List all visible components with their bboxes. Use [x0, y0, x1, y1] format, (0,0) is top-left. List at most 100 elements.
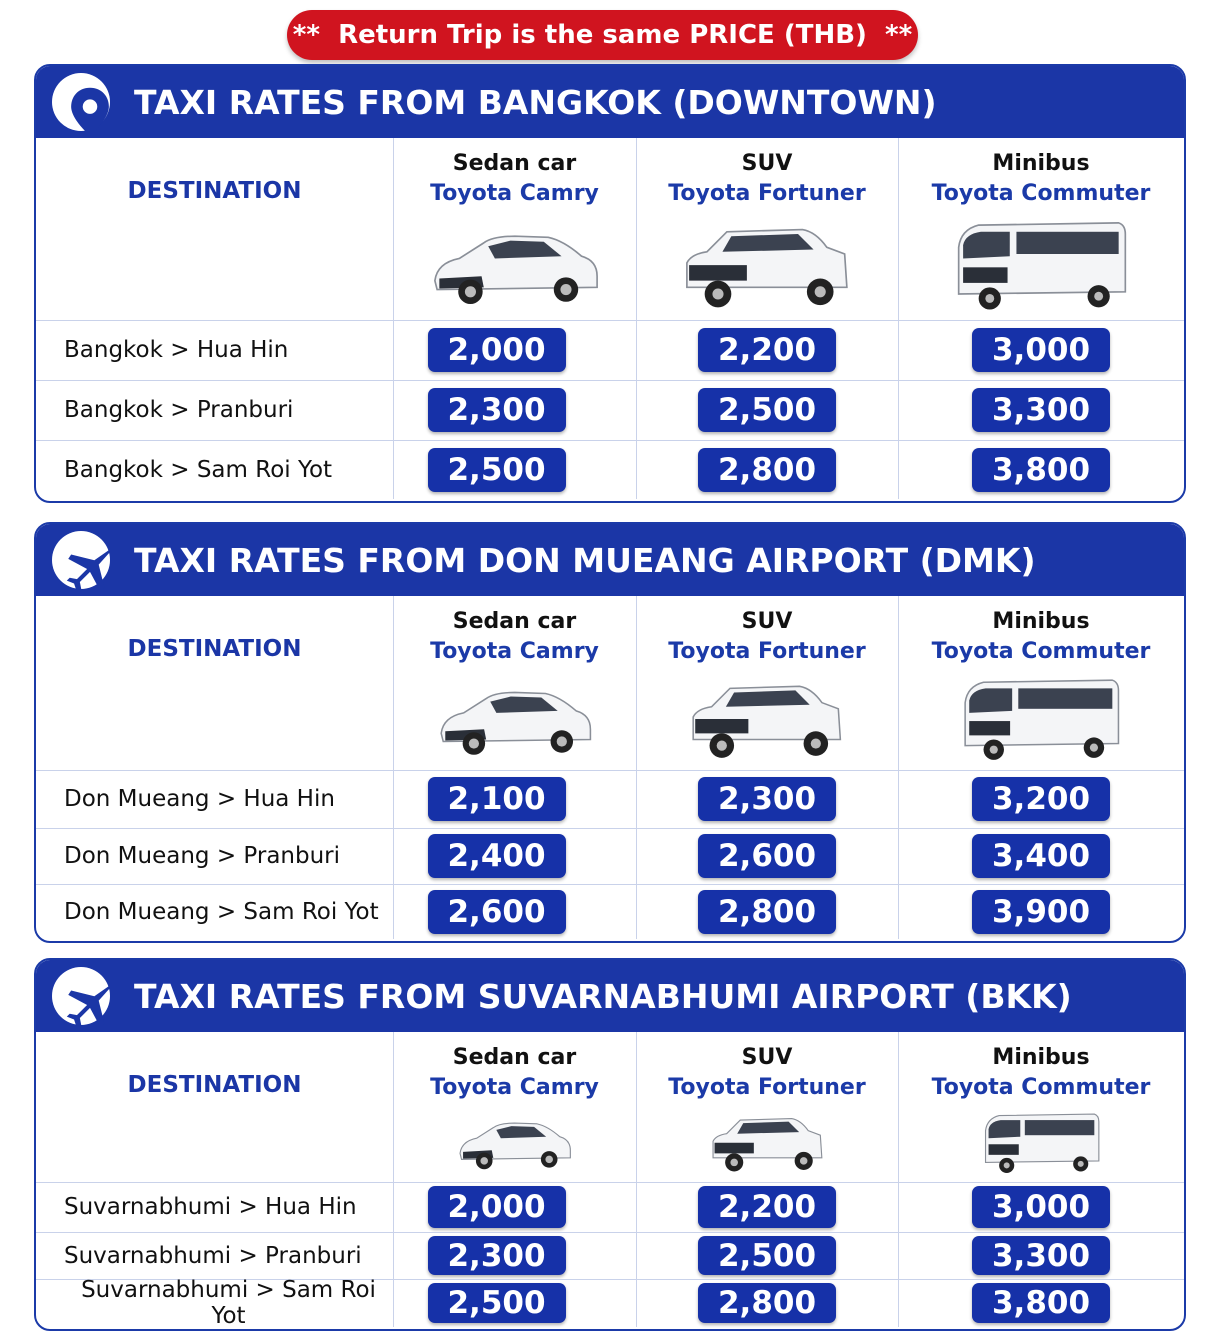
car-graphic: [454, 1108, 575, 1176]
price-badge: 3,000: [972, 1186, 1110, 1228]
route-label: Don Mueang > Hua Hin: [64, 786, 335, 812]
price-badge: 2,600: [427, 889, 566, 934]
route-label: Bangkok > Sam Roi Yot: [64, 456, 333, 483]
price-badge: 2,500: [698, 1236, 836, 1275]
car-graphic: [981, 1108, 1102, 1176]
vehicle-type: Minibus: [992, 1044, 1090, 1070]
return-trip-banner: ** Return Trip is the same PRICE (THB) *…: [287, 10, 918, 60]
car-graphic: [678, 214, 856, 314]
column-divider: [393, 596, 394, 939]
section-header: TAXI RATES FROM DON MUEANG AIRPORT (DMK): [36, 524, 1184, 596]
vehicle-model: Toyota Camry: [430, 1074, 599, 1100]
column-divider: [636, 1032, 637, 1327]
route-label: Bangkok > Pranburi: [64, 397, 294, 423]
price-badge: 2,300: [698, 777, 836, 821]
route-label: Don Mueang > Pranburi: [64, 843, 341, 869]
vehicle-image: [707, 1108, 828, 1176]
row-divider: [36, 380, 1184, 381]
price-badge: 3,400: [972, 834, 1110, 878]
vehicle-model: Toyota Fortuner: [668, 180, 866, 206]
car-graphic: [433, 672, 597, 764]
car-graphic: [426, 214, 604, 314]
price-badge: 2,300: [427, 1236, 566, 1275]
section-header: TAXI RATES FROM BANGKOK (DOWNTOWN): [36, 66, 1184, 138]
section-icon: [52, 73, 110, 131]
vehicle-type: Sedan car: [452, 150, 577, 176]
vehicle-image: [678, 214, 856, 314]
price-badge: 2,200: [698, 328, 836, 372]
vehicle-model: Toyota Fortuner: [668, 638, 866, 664]
route-label: Don Mueang > Sam Roi Yot: [64, 898, 379, 925]
route-label: Suvarnabhumi > Sam Roi Yot: [81, 1277, 376, 1329]
car-graphic: [952, 214, 1130, 314]
price-badge: 2,800: [698, 447, 836, 492]
vehicle-model: Toyota Fortuner: [668, 1074, 866, 1100]
vehicle-image: [981, 1108, 1102, 1176]
row-divider: [36, 1279, 1184, 1280]
destination-header: DESTINATION: [127, 1072, 302, 1098]
vehicle-model: Toyota Commuter: [931, 638, 1151, 664]
price-badge: 2,500: [427, 447, 566, 492]
vehicle-type: SUV: [741, 1044, 793, 1070]
price-badge: 3,900: [972, 889, 1110, 934]
price-badge: 2,600: [698, 834, 836, 878]
icon-graphic: [52, 967, 110, 1025]
vehicle-type: Sedan car: [452, 1044, 577, 1070]
price-badge: 2,500: [427, 1283, 566, 1323]
price-badge: 3,200: [972, 777, 1110, 821]
price-badge: 3,800: [972, 1283, 1110, 1323]
price-badge: 3,300: [972, 388, 1110, 432]
price-badge: 2,800: [698, 1283, 836, 1323]
column-divider: [898, 138, 899, 499]
column-divider: [393, 1032, 394, 1327]
vehicle-image: [426, 214, 604, 314]
column-divider: [393, 138, 394, 499]
price-badge: 2,300: [427, 388, 566, 432]
price-badge: 3,300: [972, 1236, 1110, 1275]
route-label: Suvarnabhumi > Pranburi: [64, 1242, 362, 1269]
vehicle-type: Minibus: [992, 150, 1090, 176]
vehicle-model: Toyota Commuter: [931, 180, 1151, 206]
row-divider: [36, 828, 1184, 829]
icon-graphic: [52, 531, 110, 589]
route-label: Bangkok > Hua Hin: [64, 337, 289, 363]
row-divider: [36, 770, 1184, 771]
vehicle-model: Toyota Camry: [430, 638, 599, 664]
column-divider: [636, 138, 637, 499]
vehicle-image: [952, 214, 1130, 314]
vehicle-model: Toyota Camry: [430, 180, 599, 206]
row-divider: [36, 320, 1184, 321]
column-divider: [636, 596, 637, 939]
car-graphic: [707, 1108, 828, 1176]
column-divider: [898, 1032, 899, 1327]
price-badge: 3,800: [972, 447, 1110, 492]
section-header: TAXI RATES FROM SUVARNABHUMI AIRPORT (BK…: [36, 960, 1184, 1032]
icon-graphic: [52, 73, 110, 131]
column-divider: [898, 596, 899, 939]
vehicle-type: Minibus: [992, 608, 1090, 634]
vehicle-type: SUV: [741, 150, 793, 176]
price-badge: 2,400: [427, 834, 566, 878]
price-badge: 2,000: [427, 328, 566, 372]
car-graphic: [685, 672, 849, 764]
price-badge: 2,200: [698, 1186, 836, 1228]
row-divider: [36, 1182, 1184, 1183]
vehicle-image: [454, 1108, 575, 1176]
section-icon: [52, 531, 110, 589]
row-divider: [36, 884, 1184, 885]
route-label: Suvarnabhumi > Hua Hin: [64, 1194, 357, 1220]
section-icon: [52, 967, 110, 1025]
row-divider: [36, 1232, 1184, 1233]
price-badge: 2,100: [427, 777, 566, 821]
price-badge: 2,800: [698, 889, 836, 934]
destination-header: DESTINATION: [127, 178, 302, 204]
car-graphic: [959, 672, 1123, 764]
rate-section: TAXI RATES FROM SUVARNABHUMI AIRPORT (BK…: [34, 958, 1186, 1331]
price-badge: 3,000: [972, 328, 1110, 372]
vehicle-image: [685, 672, 849, 764]
row-divider: [36, 440, 1184, 441]
vehicle-type: Sedan car: [452, 608, 577, 634]
price-badge: 2,500: [698, 388, 836, 432]
rate-section: TAXI RATES FROM DON MUEANG AIRPORT (DMK)…: [34, 522, 1186, 943]
